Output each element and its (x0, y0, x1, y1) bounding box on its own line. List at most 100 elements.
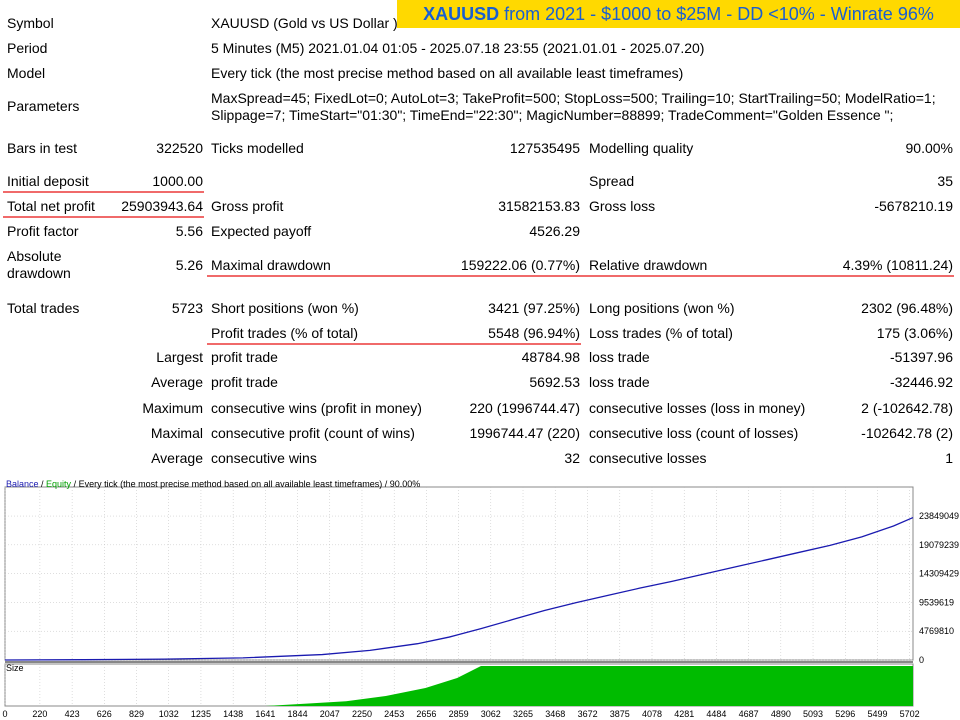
gross-profit-value: 31582153.83 (498, 198, 580, 214)
maximal-drawdown-label: Maximal drawdown (211, 257, 331, 273)
maximal-drawdown-value: 159222.06 (0.77%) (460, 257, 580, 273)
balance-line (4, 516, 914, 661)
average-profit-value: 5692.53 (529, 374, 580, 390)
parameters-label: Parameters (7, 98, 80, 114)
maximal-consecutive-profit-value: 1996744.47 (220) (469, 425, 580, 441)
profit-trades-value: 5548 (96.94%) (488, 325, 580, 341)
max-consecutive-losses-label: consecutive losses (loss in money) (589, 400, 806, 416)
long-positions-label: Long positions (won %) (589, 300, 735, 316)
x-tick-label: 5499 (867, 709, 887, 719)
short-positions-label: Short positions (won %) (211, 300, 359, 316)
largest-label: Largest (156, 349, 203, 365)
y-tick-label: 19079239 (919, 540, 959, 550)
absolute-drawdown-label-line-2: drawdown (7, 265, 71, 281)
expected-payoff-value: 4526.29 (529, 223, 580, 239)
long-positions-value: 2302 (96.48%) (861, 300, 953, 316)
largest-profit-label: profit trade (211, 349, 278, 365)
quality-label: Modelling quality (589, 140, 694, 156)
average-loss-label: loss trade (589, 374, 650, 390)
deposit-value: 1000.00 (152, 173, 203, 189)
spread-value: 35 (937, 173, 953, 189)
balance-chart: 238490491907923914309429953961947698100 … (0, 475, 960, 720)
y-tick-label: 14309429 (919, 569, 959, 579)
chart-header-equity: Equity (46, 479, 72, 489)
x-tick-label: 4078 (642, 709, 662, 719)
x-tick-label: 3062 (481, 709, 501, 719)
y-tick-label: 9539619 (919, 597, 954, 607)
title-banner: XAUUSD from 2021 - $1000 to $25M - DD <1… (397, 0, 960, 28)
max-consecutive-losses-value: 2 (-102642.78) (861, 400, 953, 416)
relative-drawdown-value: 4.39% (10811.24) (842, 257, 953, 273)
x-tick-label: 3672 (578, 709, 598, 719)
y-tick-label: 0 (919, 655, 924, 665)
x-tick-label: 4687 (739, 709, 759, 719)
maximal-consecutive-loss-label: consecutive loss (count of losses) (589, 425, 799, 441)
profit-trades-label: Profit trades (% of total) (211, 325, 359, 341)
deposit-label: Initial deposit (7, 173, 89, 189)
total-trades-label: Total trades (7, 300, 80, 316)
x-tick-label: 2453 (384, 709, 404, 719)
total-trades-value: 5723 (171, 300, 203, 316)
absolute-drawdown-label-line-1: Absolute (7, 248, 62, 264)
maximal-consecutive-profit-label: consecutive profit (count of wins) (211, 425, 415, 441)
avg-consecutive-losses-label: consecutive losses (589, 450, 707, 466)
x-tick-label: 423 (65, 709, 80, 719)
largest-loss-value: -51397.96 (889, 349, 953, 365)
spread-label: Spread (589, 173, 635, 189)
x-tick-label: 3265 (513, 709, 533, 719)
size-panel-label: Size (6, 663, 24, 673)
drawdown-underline (207, 275, 954, 277)
chart-header: Balance / Equity / Every tick (the most … (6, 479, 420, 489)
chart-header-rest: / Every tick (the most precise method ba… (71, 479, 420, 489)
profit-factor-value: 5.56 (175, 223, 203, 239)
expected-payoff-label: Expected payoff (211, 223, 312, 239)
bars-value: 322520 (156, 140, 203, 156)
bars-label: Bars in test (7, 140, 78, 156)
max-consecutive-wins-label: consecutive wins (profit in money) (211, 400, 422, 416)
maximal-consecutive-loss-value: -102642.78 (2) (861, 425, 953, 441)
period-value: 5 Minutes (M5) 2021.01.04 01:05 - 2025.0… (211, 40, 705, 56)
symbol-value: XAUUSD (Gold vs US Dollar ) (211, 15, 398, 31)
x-tick-label: 4484 (706, 709, 726, 719)
avg-consecutive-losses-value: 1 (945, 450, 953, 466)
y-tick-label: 4769810 (919, 626, 954, 636)
absolute-drawdown-value: 5.26 (175, 257, 203, 273)
x-tick-label: 2656 (416, 709, 436, 719)
x-tick-label: 5296 (835, 709, 855, 719)
avg-consecutive-wins-value: 32 (564, 450, 580, 466)
x-tick-label: 2250 (352, 709, 372, 719)
x-tick-label: 3875 (610, 709, 630, 719)
net-profit-underline (3, 216, 204, 218)
banner-symbol: XAUUSD (423, 4, 500, 24)
max-consecutive-wins-value: 220 (1996744.47) (469, 400, 580, 416)
period-label: Period (7, 40, 48, 56)
chart-header-sep: / (39, 479, 47, 489)
net-profit-label: Total net profit (7, 198, 95, 214)
maximal-label: Maximal (150, 425, 203, 441)
ticks-label: Ticks modelled (211, 140, 304, 156)
maximum-label: Maximum (142, 400, 203, 416)
x-tick-label: 1641 (255, 709, 275, 719)
banner-text: from 2021 - $1000 to $25M - DD <10% - Wi… (499, 4, 934, 24)
average-label: Average (151, 374, 203, 390)
relative-drawdown-label: Relative drawdown (589, 257, 708, 273)
x-tick-label: 4281 (674, 709, 694, 719)
average-consecutive-label: Average (151, 450, 203, 466)
x-tick-label: 4890 (771, 709, 791, 719)
parameters-line-1: MaxSpread=45; FixedLot=0; AutoLot=3; Tak… (211, 90, 936, 106)
x-tick-label: 5702 (900, 709, 920, 719)
ticks-value: 127535495 (509, 140, 580, 156)
largest-loss-label: loss trade (589, 349, 650, 365)
x-tick-label: 1844 (288, 709, 308, 719)
x-tick-label: 1438 (223, 709, 243, 719)
x-tick-label: 5093 (803, 709, 823, 719)
gross-profit-label: Gross profit (211, 198, 284, 214)
parameters-line-2: Slippage=7; TimeStart="01:30"; TimeEnd="… (211, 107, 894, 123)
x-tick-label: 2047 (320, 709, 340, 719)
model-label: Model (7, 65, 46, 81)
x-tick-label: 1032 (159, 709, 179, 719)
profit-factor-label: Profit factor (7, 223, 79, 239)
symbol-label: Symbol (7, 15, 54, 31)
gross-loss-label: Gross loss (589, 198, 656, 214)
y-tick-label: 23849049 (919, 511, 959, 521)
